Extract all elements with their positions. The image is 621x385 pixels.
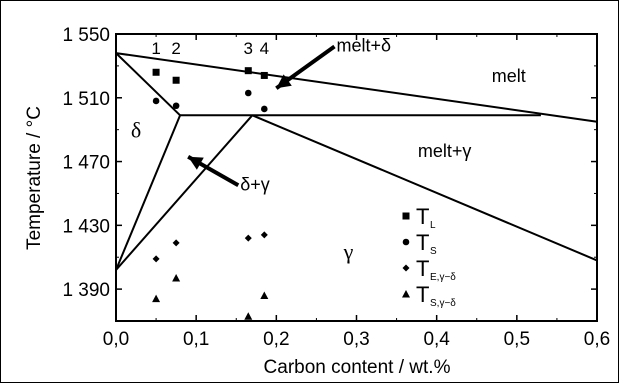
phase-line-gamma-boundary (115, 114, 254, 271)
x-tick-label: 0,5 (504, 329, 530, 350)
x-tick-label: 0,4 (423, 329, 450, 350)
annotation-label: melt+δ (336, 36, 391, 56)
tsg-point (172, 273, 181, 282)
legend-label: T (416, 204, 429, 229)
phase-line-gamma-solidus (251, 114, 598, 262)
legend-marker (402, 238, 410, 246)
tl-point (152, 68, 160, 76)
legend-marker (402, 290, 410, 298)
x-axis-title: Carbon content / wt.% (264, 357, 451, 378)
x-tick-label: 0,6 (584, 329, 610, 350)
annotation-arrowhead (276, 74, 292, 89)
sample-number-label: 1 (151, 39, 160, 58)
phase-line-delta-solvus (115, 114, 182, 271)
tsg-point (244, 312, 253, 320)
phase-line-liquidus (115, 52, 598, 123)
legend-subscript: S (430, 246, 437, 257)
legend-subscript: L (430, 220, 436, 231)
x-tick-label: 0,3 (343, 329, 369, 350)
region-label: δ (131, 118, 141, 143)
y-tick-label: 1 470 (62, 153, 110, 174)
sample-number-label: 4 (260, 39, 269, 58)
y-tick-label: 1 390 (62, 280, 110, 301)
te-point (260, 231, 268, 239)
x-tick-label: 0,0 (103, 329, 129, 350)
ts-point (172, 102, 180, 110)
legend-marker (402, 212, 410, 220)
tl-point (172, 76, 180, 84)
ts-point (244, 89, 252, 97)
legend-marker (402, 264, 410, 272)
y-axis-title: Temperature / °C (24, 106, 45, 250)
annotation-arrowhead (188, 156, 204, 170)
legend-subscript: E,γ−δ (430, 272, 456, 283)
y-tick-label: 1 550 (62, 25, 110, 46)
te-point (152, 255, 160, 263)
annotation-label: δ+γ (240, 174, 270, 194)
sample-number-label: 3 (244, 39, 253, 58)
legend-label: T (416, 230, 429, 255)
tsg-point (152, 294, 161, 303)
ts-point (152, 97, 160, 105)
tl-point (244, 67, 252, 75)
region-label: γ (343, 239, 354, 264)
legend-subscript: S,γ−δ (430, 298, 456, 309)
tl-point (260, 71, 268, 79)
phase-line-delta-solidus (115, 52, 181, 117)
te-point (244, 234, 252, 242)
y-tick-label: 1 430 (62, 216, 110, 237)
region-label: melt (492, 66, 526, 86)
y-tick-label: 1 510 (62, 89, 110, 110)
sample-number-label: 2 (171, 39, 180, 58)
region-label: melt+γ (418, 141, 472, 161)
x-tick-label: 0,1 (183, 329, 209, 350)
legend-label: T (416, 282, 429, 307)
tsg-point (260, 291, 269, 299)
x-tick-label: 0,2 (263, 329, 289, 350)
te-point (172, 239, 180, 247)
ts-point (261, 105, 268, 113)
legend-label: T (416, 256, 429, 281)
